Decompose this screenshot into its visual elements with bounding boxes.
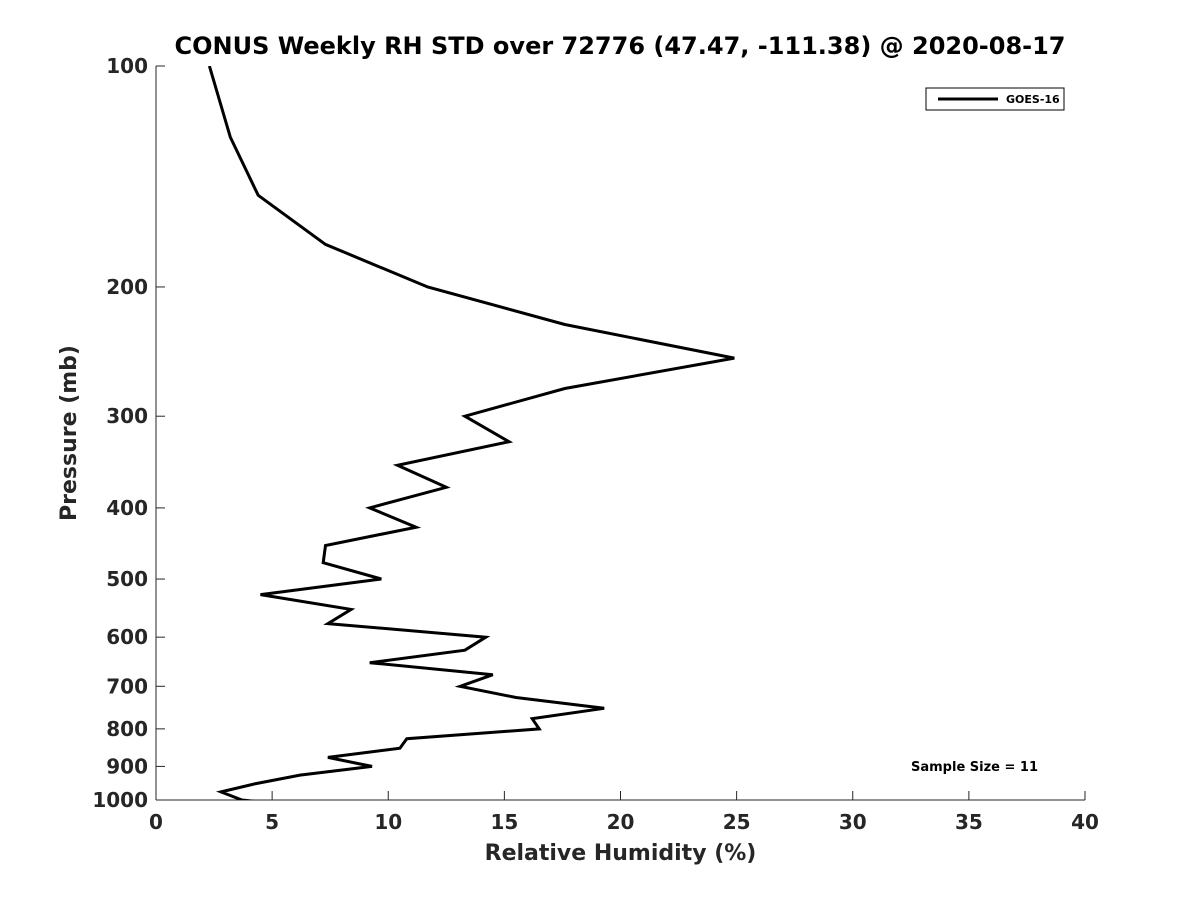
y-tick-label: 700: [106, 674, 148, 698]
x-tick-label: 25: [723, 810, 751, 834]
x-axis-ticks: 0 5 10 15 20 25 30 35 40: [149, 791, 1099, 834]
y-tick-label: 200: [106, 275, 148, 299]
legend: GOES-16: [925, 87, 1065, 111]
legend-series-label: GOES-16: [1006, 93, 1060, 106]
x-tick-label: 0: [149, 810, 163, 834]
y-tick-label: 100: [106, 54, 148, 78]
y-tick-label: 600: [106, 625, 148, 649]
y-tick-label: 300: [106, 404, 148, 428]
y-tick-label: 1000: [92, 788, 148, 812]
axes: [155, 66, 1085, 801]
series-line-goes-16: [207, 66, 735, 800]
x-tick-label: 30: [839, 810, 867, 834]
y-tick-label: 500: [106, 567, 148, 591]
y-tick-label: 900: [106, 754, 148, 778]
x-tick-label: 10: [374, 810, 402, 834]
y-axis-ticks: 100 200 300 400 500 600 700 800 900 1000: [92, 54, 165, 812]
y-axis-label: Pressure (mb): [57, 345, 82, 521]
x-tick-label: 15: [490, 810, 518, 834]
x-tick-label: 20: [607, 810, 635, 834]
x-axis-label: Relative Humidity (%): [485, 841, 757, 866]
x-tick-label: 35: [955, 810, 983, 834]
x-tick-label: 40: [1071, 810, 1099, 834]
x-tick-label: 5: [265, 810, 279, 834]
series-layer: [207, 66, 735, 800]
y-tick-label: 800: [106, 717, 148, 741]
y-tick-label: 400: [106, 496, 148, 520]
chart-title: CONUS Weekly RH STD over 72776 (47.47, -…: [174, 32, 1065, 60]
sample-size-annotation: Sample Size = 11: [911, 760, 1038, 775]
